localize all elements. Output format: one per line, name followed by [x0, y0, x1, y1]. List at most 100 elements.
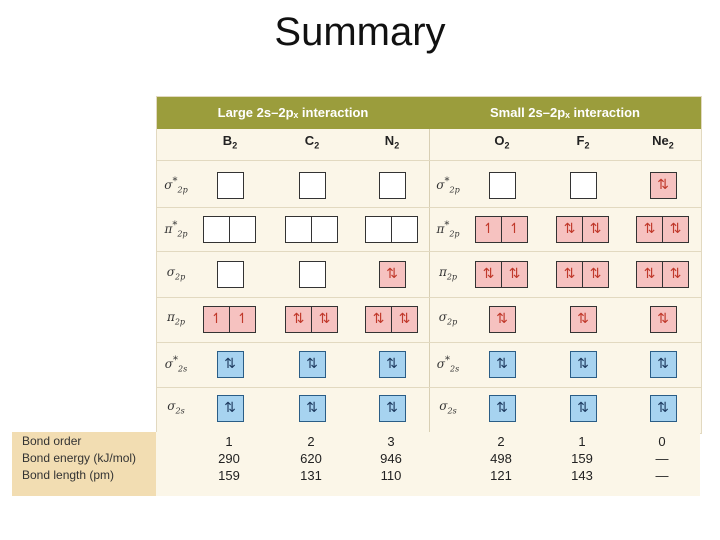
molecule-f2: F2 [548, 133, 618, 151]
orbital-symbol: σ [436, 357, 445, 371]
antibonding-star: * [173, 355, 178, 366]
orbital-box-b2-3-1: ↿ [229, 306, 256, 333]
orbital-box-c2-4-0: ⇅ [298, 351, 326, 378]
orbital-box-o2-1-1: ↿ [501, 216, 528, 243]
orbital-box-f2-2-0: ⇅ [556, 261, 583, 288]
orbital-box-c2-5-0: ⇅ [298, 395, 326, 422]
orbital-box-b2-0-0 [216, 172, 244, 199]
orbital-symbol: σ [167, 399, 176, 413]
bond-energy-ne2: — [655, 451, 669, 466]
mo-diagram-table: Large 2s–2pₓ interaction Small 2s–2pₓ in… [156, 96, 702, 434]
orbital-subscript: 2s [447, 406, 457, 416]
orbital-box-o2-4-0: ⇅ [488, 351, 516, 378]
orbital-label-large-1: π*2p [157, 220, 195, 238]
molecule-b2: B2 [195, 133, 265, 151]
molecule-subscript: 2 [668, 140, 674, 151]
molecule-n2: N2 [357, 133, 427, 151]
label-bond-energy: Bond energy (kJ/mol) [22, 451, 137, 465]
label-bond-order: Bond order [22, 434, 82, 448]
orbital-box-o2-5-0: ⇅ [488, 395, 516, 422]
orbital-box-o2-2-0: ⇅ [475, 261, 502, 288]
bond-energy-o2: 498 [490, 451, 512, 466]
orbital-box-b2-1-0 [203, 216, 230, 243]
orbital-box-n2-3-0: ⇅ [365, 306, 392, 333]
molecule-symbol: F [576, 133, 585, 148]
orbital-box-ne2-5-0: ⇅ [649, 395, 677, 422]
orbital-box-f2-0-0 [569, 172, 597, 199]
orbital-box-ne2-2-1: ⇅ [662, 261, 689, 288]
orbital-box-ne2-2-0: ⇅ [636, 261, 663, 288]
row-separator [157, 160, 701, 161]
orbital-subscript: 2p [177, 229, 188, 239]
orbital-box-c2-0-0 [298, 172, 326, 199]
orbital-box-n2-4-0: ⇅ [378, 351, 406, 378]
orbital-subscript: 2p [446, 317, 458, 327]
row-separator [157, 297, 701, 298]
orbital-box-c2-1-1 [311, 216, 338, 243]
bond-energy-c2: 620 [300, 451, 322, 466]
orbital-box-ne2-3-0: ⇅ [649, 306, 677, 333]
orbital-box-ne2-1-0: ⇅ [636, 216, 663, 243]
molecule-ne2: Ne2 [628, 133, 698, 151]
bond-order-b2: 1 [225, 434, 233, 449]
orbital-label-large-4: σ*2s [157, 355, 195, 373]
slide-title: Summary [274, 10, 446, 54]
orbital-box-b2-2-0 [216, 261, 244, 288]
property-labels: Bond order Bond energy (kJ/mol) Bond len… [12, 432, 156, 496]
bond-order-f2: 1 [578, 434, 586, 449]
orbital-symbol: π [438, 265, 447, 279]
orbital-box-c2-3-1: ⇅ [311, 306, 338, 333]
orbital-box-o2-1-0: ↿ [475, 216, 502, 243]
orbital-box-f2-2-1: ⇅ [582, 261, 609, 288]
orbital-label-large-2: σ2p [157, 265, 195, 281]
orbital-symbol: σ [438, 310, 447, 324]
bond-energy-n2: 946 [380, 451, 402, 466]
orbital-symbol: σ [166, 265, 175, 279]
header-large-interaction: Large 2s–2pₓ interaction [217, 105, 369, 120]
orbital-box-n2-2-0: ⇅ [378, 261, 406, 288]
orbital-box-n2-1-1 [391, 216, 418, 243]
orbital-label-large-0: σ*2p [157, 176, 195, 194]
orbital-box-f2-1-1: ⇅ [582, 216, 609, 243]
orbital-box-o2-2-1: ⇅ [501, 261, 528, 288]
molecule-symbol: O [494, 133, 505, 148]
bond-length-n2: 110 [380, 468, 402, 483]
bond-length-o2: 121 [490, 468, 512, 483]
orbital-label-large-5: σ2s [157, 399, 195, 415]
orbital-box-f2-3-0: ⇅ [569, 306, 597, 333]
antibonding-star: * [444, 220, 450, 231]
orbital-label-small-3: σ2p [429, 310, 467, 326]
orbital-symbol: σ [436, 178, 445, 192]
row-separator [157, 251, 701, 252]
row-separator [157, 387, 701, 388]
molecule-symbol: Ne [652, 133, 669, 148]
orbital-symbol: π [164, 222, 173, 236]
molecule-symbol: N [384, 133, 395, 148]
orbital-subscript: 2p [177, 185, 188, 195]
orbital-symbol: σ [164, 357, 173, 371]
orbital-box-b2-5-0: ⇅ [216, 395, 244, 422]
bond-energy-b2: 290 [218, 451, 240, 466]
orbital-box-b2-3-0: ↿ [203, 306, 230, 333]
orbital-label-large-3: π2p [157, 310, 195, 326]
orbital-box-n2-1-0 [365, 216, 392, 243]
molecule-subscript: 2 [584, 140, 590, 151]
bond-energy-f2: 159 [571, 451, 593, 466]
orbital-box-c2-3-0: ⇅ [285, 306, 312, 333]
header-small-interaction: Small 2s–2pₓ interaction [490, 105, 640, 120]
orbital-label-small-5: σ2s [429, 399, 467, 415]
orbital-box-o2-3-0: ⇅ [488, 306, 516, 333]
molecule-subscript: 2 [394, 140, 400, 151]
bond-length-f2: 143 [571, 468, 593, 483]
molecule-symbol: B [222, 133, 233, 148]
molecule-c2: C2 [277, 133, 347, 151]
bond-order-c2: 2 [307, 434, 315, 449]
orbital-box-b2-4-0: ⇅ [216, 351, 244, 378]
orbital-symbol: σ [439, 399, 448, 413]
orbital-box-ne2-1-1: ⇅ [662, 216, 689, 243]
orbital-box-f2-1-0: ⇅ [556, 216, 583, 243]
antibonding-star: * [172, 176, 178, 187]
molecule-subscript: 2 [504, 140, 510, 151]
label-bond-length: Bond length (pm) [22, 468, 115, 482]
orbital-box-c2-1-0 [285, 216, 312, 243]
